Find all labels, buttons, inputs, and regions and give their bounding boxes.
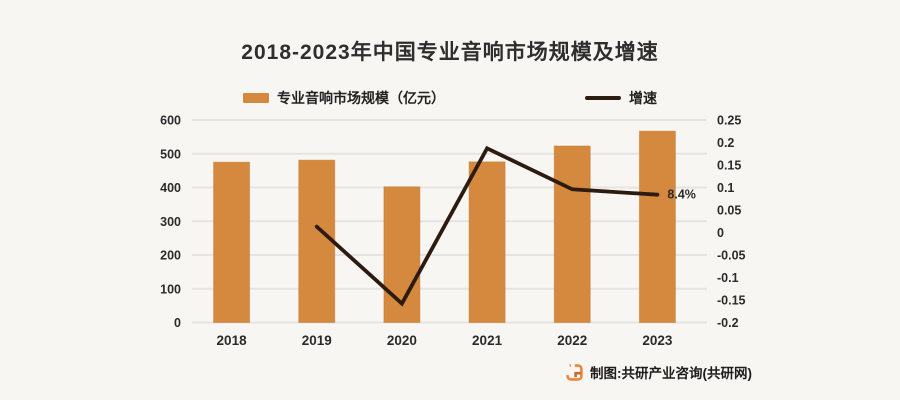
y-left-tick-label: 300	[160, 215, 181, 229]
footer-credit: 制图:共研产业咨询(共研网)	[566, 362, 752, 382]
y-left-tick-label: 100	[160, 282, 181, 296]
x-tick-label: 2021	[472, 333, 503, 348]
x-tick-label: 2019	[302, 333, 332, 348]
x-tick-label: 2020	[387, 333, 417, 348]
y-left-tick-label: 0	[174, 316, 181, 330]
y-left-tick-label: 400	[160, 181, 181, 195]
x-tick-label: 2022	[557, 333, 587, 348]
line-swatch-icon	[585, 96, 621, 100]
y-left-tick-label: 600	[160, 114, 181, 128]
bar-2023	[638, 130, 676, 323]
legend: 专业音响市场规模（亿元） 增速	[0, 88, 900, 108]
y-right-tick-label: 0.15	[717, 159, 741, 173]
growth-line	[314, 145, 660, 307]
y-right-tick-label: 0.05	[717, 204, 741, 218]
y-right-tick-label: 0.2	[717, 136, 734, 150]
y-right-tick-label: -0.05	[717, 249, 746, 263]
bar-2019	[298, 159, 336, 323]
legend-item-market-size: 专业音响市场规模（亿元）	[243, 88, 445, 108]
y-right-tick-label: 0.1	[717, 181, 734, 195]
x-tick-label: 2018	[217, 333, 248, 348]
y-right-tick-label: -0.2	[717, 316, 739, 330]
bar-2022	[553, 145, 591, 323]
bar-2018	[213, 161, 251, 323]
chart-title: 2018-2023年中国专业音响市场规模及增速	[241, 41, 659, 64]
bar-2021	[468, 161, 506, 323]
footer-text: 制图:共研产业咨询(共研网)	[590, 366, 752, 381]
legend-label-growth: 增速	[629, 90, 657, 106]
bar-swatch-icon	[243, 93, 269, 103]
y-left-tick-label: 200	[160, 249, 181, 263]
legend-item-growth: 增速	[585, 88, 657, 108]
y-left-tick-label: 500	[160, 147, 181, 161]
line-end-label: 8.4%	[667, 188, 696, 202]
y-right-tick-label: -0.15	[717, 294, 746, 308]
y-right-tick-label: -0.1	[717, 271, 739, 285]
y-right-tick-label: 0.25	[717, 114, 741, 128]
x-tick-label: 2023	[642, 333, 673, 348]
y-right-tick-label: 0	[717, 226, 724, 240]
gongyan-logo-icon	[566, 363, 583, 381]
legend-label-market-size: 专业音响市场规模（亿元）	[277, 90, 445, 106]
